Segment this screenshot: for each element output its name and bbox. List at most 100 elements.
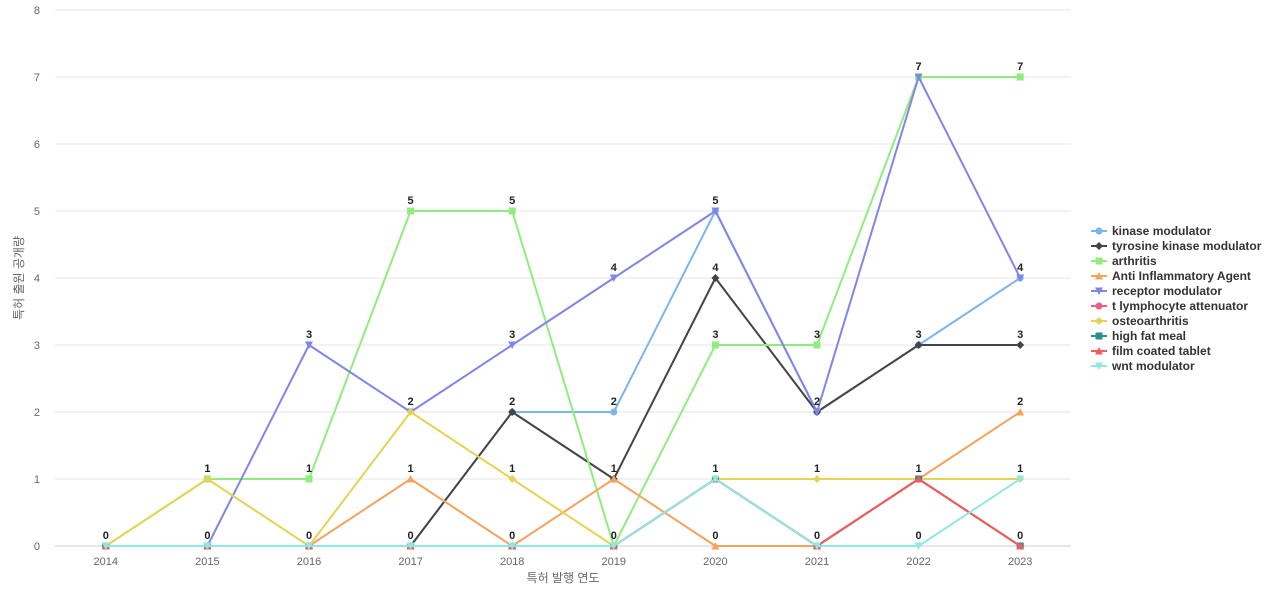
legend-label: wnt modulator	[1111, 359, 1195, 373]
x-tick-label: 2020	[703, 556, 727, 568]
x-tick-label: 2014	[94, 556, 118, 568]
data-label: 2	[611, 396, 617, 408]
data-point	[609, 542, 618, 550]
series-receptor-modulator	[101, 73, 1025, 550]
y-tick-label: 7	[34, 72, 40, 84]
data-label: 7	[1017, 61, 1023, 73]
legend-item[interactable]: kinase modulator	[1091, 224, 1212, 238]
legend-marker	[1095, 227, 1103, 235]
data-point	[508, 341, 517, 349]
data-point	[711, 475, 720, 483]
legend-marker	[1095, 317, 1103, 325]
data-point	[1016, 542, 1025, 550]
legend-item[interactable]: high fat meal	[1091, 329, 1186, 343]
x-tick-label: 2022	[906, 556, 930, 568]
data-point	[711, 207, 720, 215]
data-point	[711, 341, 719, 349]
data-label: 0	[611, 530, 617, 542]
y-tick-label: 8	[34, 5, 40, 17]
data-point	[406, 408, 415, 416]
data-label: 1	[204, 463, 210, 475]
legend-label: osteoarthritis	[1112, 314, 1189, 328]
data-label: 7	[916, 61, 922, 73]
data-point	[305, 475, 313, 483]
data-point	[914, 73, 923, 81]
data-label: 4	[1017, 262, 1024, 274]
data-point	[1016, 274, 1025, 282]
legend-item[interactable]: Anti Inflammatory Agent	[1091, 269, 1251, 283]
x-tick-label: 2021	[805, 556, 829, 568]
legend-marker	[1095, 257, 1103, 265]
y-tick-label: 4	[34, 273, 40, 285]
data-label: 1	[611, 463, 617, 475]
y-tick-label: 6	[34, 139, 40, 151]
data-point	[1016, 73, 1024, 81]
data-point	[711, 542, 720, 550]
series-wnt-modulator	[101, 475, 1025, 550]
data-label: 0	[103, 530, 109, 542]
data-point	[305, 542, 313, 550]
data-label: 0	[814, 530, 820, 542]
data-label: 2	[509, 396, 515, 408]
data-point	[203, 475, 212, 483]
data-point	[508, 542, 517, 550]
data-label: 1	[916, 463, 922, 475]
data-point	[508, 207, 516, 215]
data-point	[711, 274, 720, 282]
axis-layer: 특허 발행 연도 특허 출원 공개량	[12, 236, 599, 585]
data-point	[914, 542, 923, 550]
y-tick-label: 3	[34, 340, 40, 352]
data-label: 3	[306, 329, 312, 341]
legend-label: Anti Inflammatory Agent	[1112, 269, 1251, 283]
data-point	[101, 542, 110, 550]
data-point	[406, 542, 415, 550]
data-label: 3	[509, 329, 515, 341]
data-point	[1016, 408, 1025, 416]
legend-marker	[1095, 347, 1103, 355]
data-label: 4	[611, 262, 618, 274]
x-tick-label: 2018	[500, 556, 524, 568]
data-label: 0	[204, 530, 210, 542]
legend-marker	[1095, 302, 1103, 310]
data-point	[203, 542, 212, 550]
series-line	[105, 411, 1021, 547]
x-tick-label: 2017	[398, 556, 422, 568]
legend-item[interactable]: arthritis	[1091, 254, 1157, 268]
x-tick-label: 2015	[195, 556, 219, 568]
data-label: 0	[509, 530, 515, 542]
data-label: 2	[1017, 396, 1023, 408]
legend-item[interactable]: t lymphocyte attenuator	[1091, 299, 1248, 313]
legend-item[interactable]: receptor modulator	[1091, 284, 1222, 298]
y-axis-title: 특허 출원 공개량	[12, 236, 26, 320]
legend-label: high fat meal	[1112, 329, 1186, 343]
legend-marker	[1095, 332, 1103, 340]
data-point	[914, 475, 923, 483]
legend-marker	[1095, 242, 1103, 250]
legend-label: kinase modulator	[1112, 224, 1212, 238]
data-label: 1	[509, 463, 515, 475]
legend-item[interactable]: wnt modulator	[1091, 359, 1195, 373]
x-axis-title: 특허 발행 연도	[527, 570, 600, 585]
y-tick-label: 0	[34, 541, 40, 553]
legend-item[interactable]: film coated tablet	[1091, 344, 1211, 358]
data-point	[609, 475, 618, 483]
data-point	[609, 274, 618, 282]
data-label: 3	[916, 329, 922, 341]
data-point	[1016, 475, 1025, 483]
data-point	[406, 475, 415, 483]
legend-label: t lymphocyte attenuator	[1112, 299, 1248, 313]
series-line	[105, 478, 1021, 547]
legend-item[interactable]: osteoarthritis	[1091, 314, 1189, 328]
series-line	[105, 76, 1021, 547]
data-point	[610, 408, 618, 416]
series-layer	[101, 73, 1025, 550]
y-tick-label: 5	[34, 206, 40, 218]
data-point	[407, 207, 415, 215]
legend-item[interactable]: tyrosine kinase modulator	[1091, 239, 1262, 253]
data-label: 0	[916, 530, 922, 542]
data-label: 3	[814, 329, 820, 341]
